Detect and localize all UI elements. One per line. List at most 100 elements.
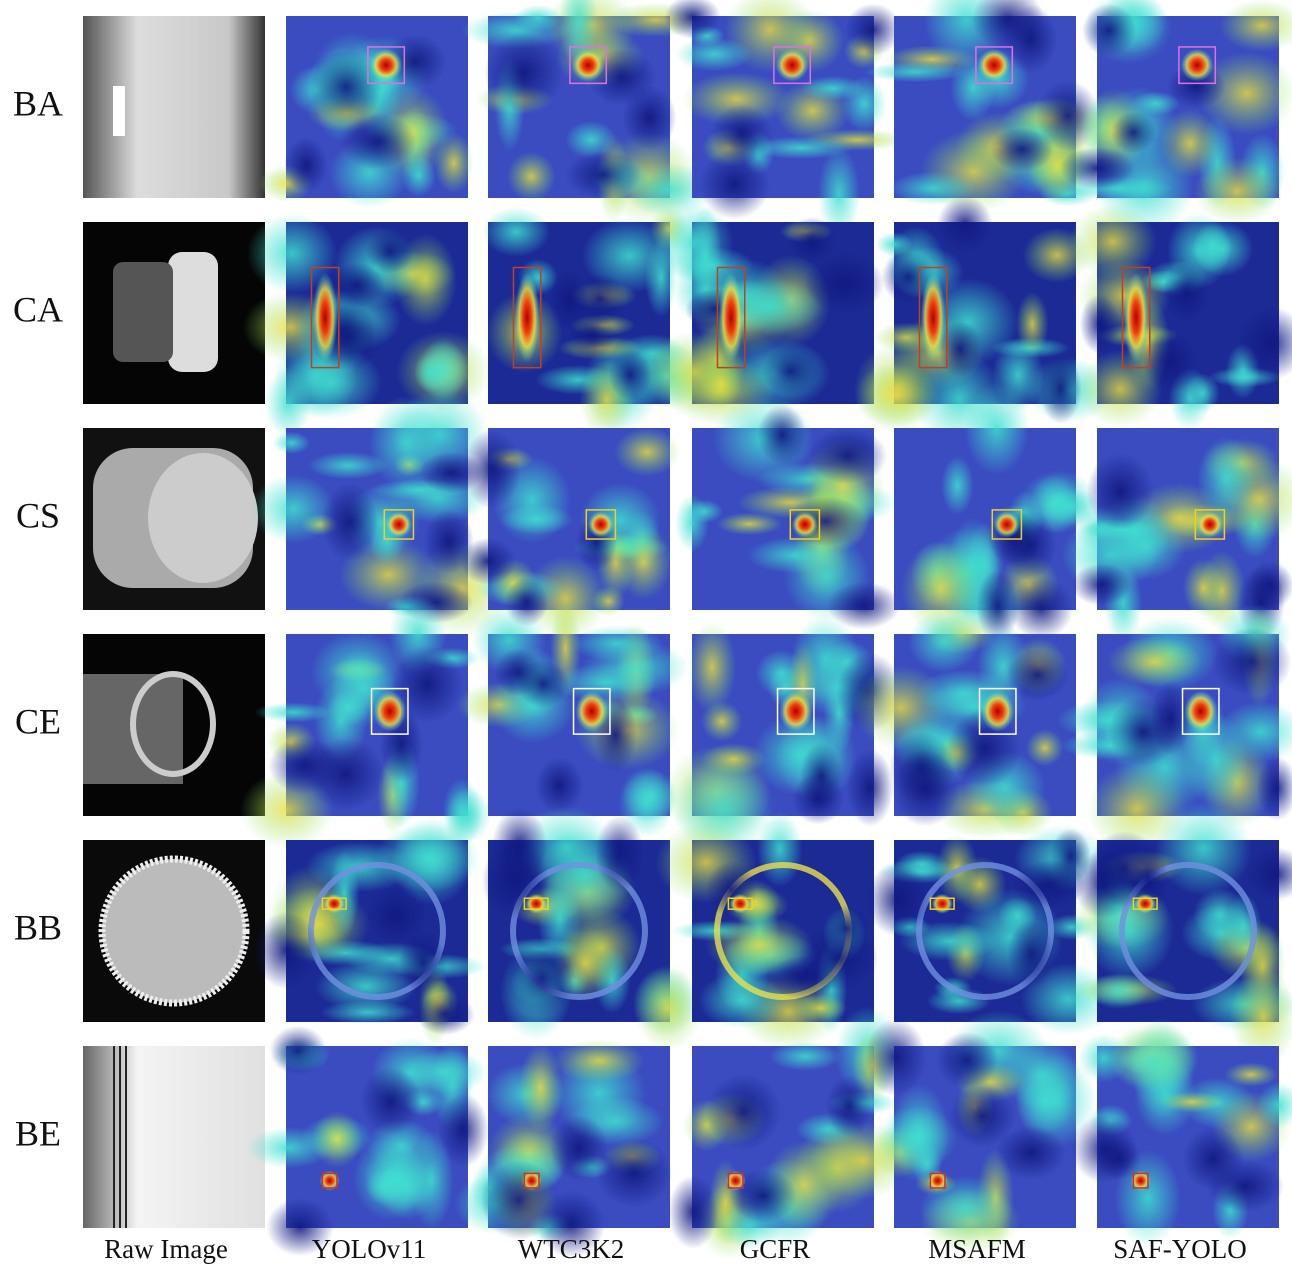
column-label: Raw Image	[104, 1234, 228, 1264]
heat-dark	[792, 772, 845, 825]
bounding-box	[370, 687, 409, 735]
heat-dark	[1150, 680, 1191, 756]
heat-dark	[1110, 111, 1156, 154]
raw-image	[83, 1046, 265, 1228]
image-cell	[655, 811, 879, 1051]
heat-blob	[311, 1110, 363, 1168]
heat-ring	[916, 862, 1054, 1000]
heat-dark	[306, 737, 385, 812]
heat-dark	[1008, 576, 1074, 640]
heat-dark	[595, 1138, 673, 1208]
heat-dark	[480, 1160, 558, 1241]
image-cell	[246, 1025, 489, 1257]
column-label: YOLOv11	[312, 1234, 427, 1264]
bounding-box	[918, 266, 948, 369]
heat-dark	[1095, 1136, 1141, 1180]
image-cell	[240, 594, 491, 849]
raw-spot	[113, 86, 125, 136]
image-cell	[864, 1010, 1097, 1254]
image-cell	[251, 389, 510, 638]
heat-blob	[1229, 967, 1292, 1067]
heat-dark	[1059, 147, 1135, 189]
heat-hotspot	[725, 1170, 746, 1191]
heat-dark	[1206, 1159, 1284, 1213]
heat-dark	[1039, 353, 1082, 425]
bounding-box	[789, 509, 821, 540]
heat-dark	[995, 1125, 1067, 1181]
heat-blob	[1182, 558, 1225, 618]
heat-dark	[826, 581, 901, 630]
raw-image	[83, 16, 265, 198]
image-cell	[83, 222, 265, 404]
heat-dark	[989, 127, 1054, 172]
row-label: BE	[15, 1113, 61, 1153]
bounding-box	[523, 1172, 540, 1189]
heat-dark	[938, 320, 982, 378]
heat-blob	[251, 474, 336, 544]
heat-dark	[1081, 3, 1137, 58]
heat-blob	[329, 850, 360, 936]
heat-dark	[757, 404, 807, 465]
bounding-box	[1132, 897, 1158, 910]
heat-dark	[1211, 627, 1292, 697]
heat-dark	[1004, 5, 1058, 74]
heat-dark	[1007, 919, 1056, 990]
heat-blob	[854, 363, 938, 428]
heat-hotspot	[525, 893, 547, 914]
heat-dark	[492, 807, 548, 884]
heat-dark	[549, 1114, 608, 1182]
heat-blob	[877, 1105, 958, 1172]
heat-blob	[1015, 1067, 1074, 1136]
heat-dark	[891, 749, 960, 827]
heat-blob	[374, 823, 480, 893]
heat-hotspot	[1130, 1170, 1151, 1191]
heat-blob	[1193, 156, 1281, 226]
image-cell	[866, 825, 1117, 1036]
row-label: CS	[16, 495, 60, 535]
heat-blob	[1106, 636, 1203, 687]
image-cell	[852, 611, 1076, 840]
heat-dark	[824, 905, 869, 952]
heat-dark	[398, 931, 448, 994]
image-cell	[83, 634, 265, 816]
heat-blob	[907, 611, 980, 673]
heat-hotspot	[575, 690, 609, 732]
heat-hotspot	[920, 272, 946, 363]
heat-blob	[698, 972, 786, 1029]
heat-blob	[1068, 204, 1157, 279]
row-label: BB	[14, 907, 62, 947]
row-label: CA	[13, 289, 63, 329]
image-cell	[83, 428, 265, 610]
heat-blob	[1224, 1062, 1278, 1087]
bounding-box	[991, 509, 1023, 540]
heat-dark	[788, 216, 836, 265]
heat-blob	[327, 689, 371, 726]
heat-hotspot	[729, 893, 751, 914]
heat-blob	[794, 994, 848, 1022]
heat-dark	[1006, 648, 1069, 701]
heat-blob	[272, 431, 311, 455]
bounding-box	[727, 897, 753, 910]
heat-blob	[482, 206, 551, 257]
heat-dark	[1246, 847, 1292, 901]
heat-blob	[746, 537, 844, 574]
heat-dark	[948, 1084, 1016, 1148]
row-label: BA	[13, 83, 63, 123]
heat-dark	[699, 148, 771, 220]
heat-blob	[246, 213, 338, 294]
heat-dark	[507, 940, 576, 1017]
heat-dark	[484, 32, 564, 113]
heat-blob	[675, 37, 754, 72]
image-cell	[1068, 204, 1292, 430]
heat-dark	[808, 427, 888, 484]
heat-blob	[1088, 972, 1150, 1010]
image-cell	[456, 598, 690, 839]
heat-dark	[269, 1025, 327, 1076]
heat-dark	[310, 49, 383, 125]
heat-blob	[409, 1130, 454, 1229]
image-cell	[853, 195, 1113, 447]
image-cell	[461, 0, 715, 225]
heat-dark	[587, 48, 657, 106]
heat-dark	[866, 862, 930, 937]
